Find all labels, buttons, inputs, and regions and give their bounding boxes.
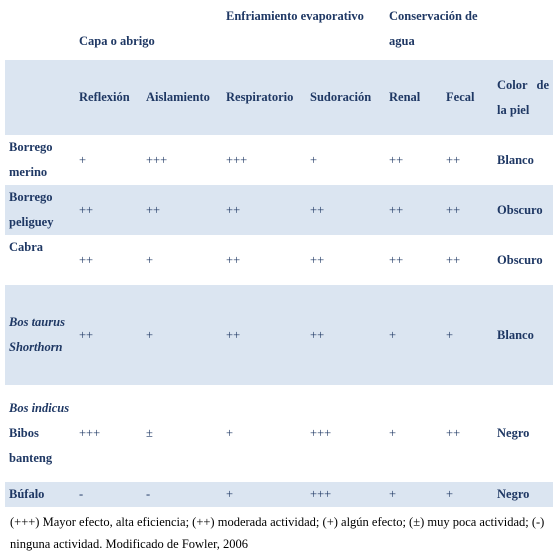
skin-color: Negro (497, 426, 530, 440)
skin-color: Obscuro (497, 252, 543, 267)
table-row: Borrego peliguey ++ ++ ++ ++ ++ ++ Obscu… (5, 185, 554, 235)
skin-color: Negro (497, 487, 530, 501)
col-fecal: Fecal (446, 90, 475, 104)
col-color-piel: Color de la piel (497, 77, 550, 117)
col-reflexion: Reflexión (79, 90, 130, 104)
group-capa: Capa o abrigo (79, 34, 155, 48)
table-row: Bos indicus Bibos banteng +++ ± + +++ + +… (5, 385, 553, 482)
animal-name: Cabra (9, 240, 44, 254)
table-footnote: (+++) Mayor efecto, alta eficiencia; (++… (10, 515, 545, 551)
animal-name: Borrego peliguey (9, 190, 54, 229)
col-sudoracion: Sudoración (310, 90, 372, 104)
animal-name: Bos indicus Bibos banteng (9, 401, 70, 465)
group-enfriamiento: Enfriamiento evaporativo (226, 9, 364, 23)
col-aislamiento: Aislamiento (146, 90, 210, 104)
table-row: Cabra ++ + ++ ++ ++ ++ Obscuro (5, 235, 553, 285)
group-conservacion: Conservación de agua (389, 9, 478, 48)
animal-name: Búfalo (9, 487, 45, 501)
column-header-row: Reflexión Aislamiento Respiratorio Sudor… (5, 60, 554, 135)
col-renal: Renal (389, 90, 421, 104)
skin-color: Obscuro (497, 202, 543, 217)
table-row: Búfalo - - + +++ + + Negro (5, 482, 554, 507)
col-respiratorio: Respiratorio (226, 90, 294, 104)
table-row: Borrego merino + +++ +++ + ++ ++ Blanco (5, 135, 553, 185)
skin-color: Blanco (497, 152, 534, 167)
animal-name: Borrego merino (9, 140, 53, 179)
group-header-row: Capa o abrigo Enfriamiento evaporativo C… (5, 0, 553, 60)
comparison-table: Capa o abrigo Enfriamiento evaporativo C… (5, 0, 554, 507)
skin-color: Blanco (497, 327, 534, 342)
table-row: Bos taurus Shorthorn ++ + ++ ++ + + Blan… (5, 285, 554, 385)
animal-name: Bos taurus Shorthorn (9, 315, 65, 354)
